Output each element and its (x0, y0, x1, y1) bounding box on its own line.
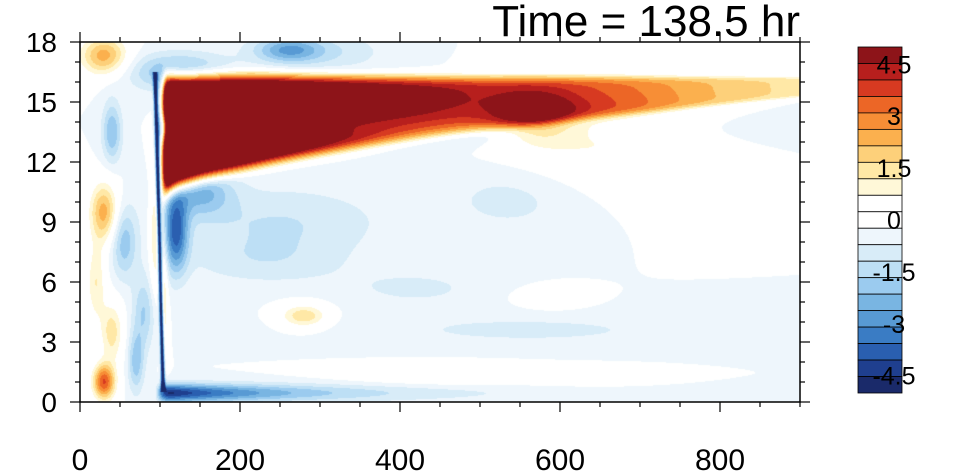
colorbar: 4.5 3 1.5 0 -1.5 -3 -4.5 (857, 46, 916, 394)
y-tick-label: 9 (41, 207, 57, 238)
colorbar-label: 4.5 (877, 51, 912, 79)
colorbar-label: 1.5 (877, 155, 912, 183)
colorbar-swatch (857, 293, 903, 312)
colorbar-label: -3 (883, 311, 905, 339)
x-tick-label: 800 (695, 444, 745, 473)
y-tick-label: 18 (26, 27, 57, 58)
y-tick-label: 6 (41, 267, 57, 298)
y-tick-label: 12 (26, 147, 57, 178)
colorbar-swatch (857, 376, 903, 394)
colorbar-label: 0 (887, 207, 901, 235)
heatmap-field (80, 42, 800, 402)
colorbar-swatch (857, 79, 903, 97)
chart-title: Time = 138.5 hr (492, 0, 800, 46)
plot-area (79, 41, 801, 403)
x-tick-label: 200 (215, 444, 265, 473)
y-tick-label: 0 (41, 387, 57, 418)
x-tick-label: 400 (375, 444, 425, 473)
colorbar-label: -4.5 (872, 363, 915, 391)
colorbar-swatch (857, 128, 903, 147)
colorbar-label: 3 (887, 103, 901, 131)
x-tick-label: 0 (72, 444, 89, 473)
y-tick-label: 15 (26, 87, 57, 118)
x-axis: 0 200 400 600 800 (72, 32, 801, 473)
y-axis: 0 3 6 9 12 15 18 (26, 27, 810, 418)
x-tick-label: 600 (535, 444, 585, 473)
colorbar-label: -1.5 (872, 259, 915, 287)
colorbar-swatch (857, 343, 903, 361)
y-tick-label: 3 (41, 327, 57, 358)
